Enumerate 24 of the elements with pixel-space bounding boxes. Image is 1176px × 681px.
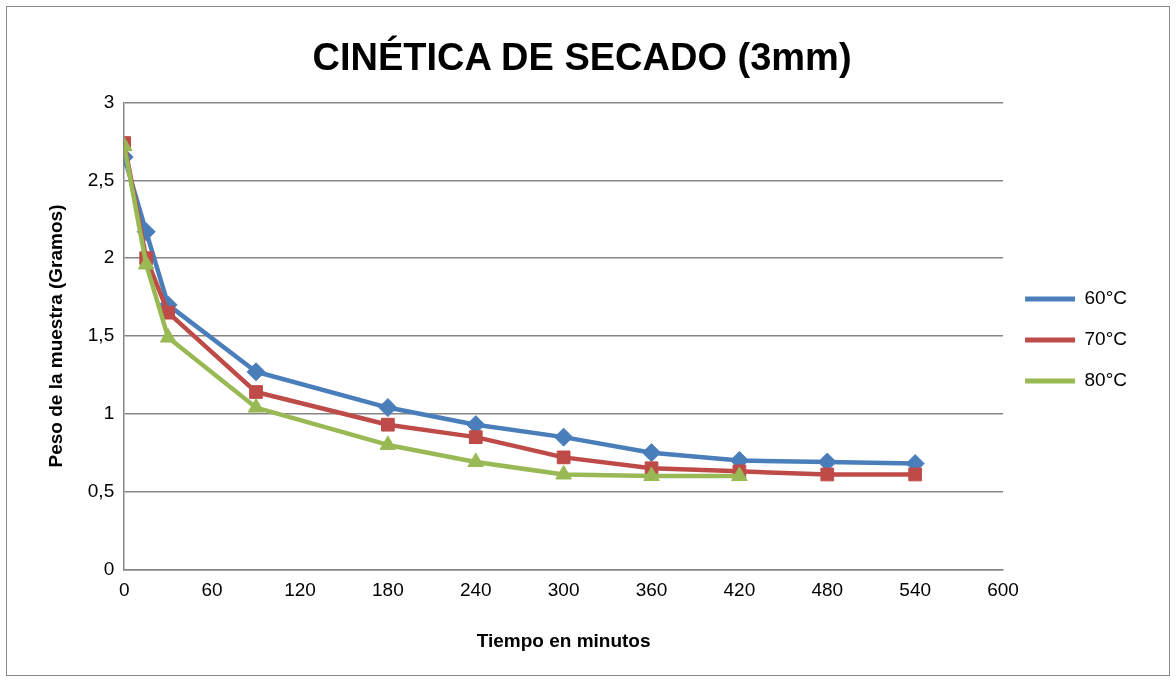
y-tick-label: 2,5	[87, 168, 115, 190]
x-axis-title: Tiempo en minutos	[476, 629, 651, 651]
legend-label: 80°C	[1084, 369, 1127, 391]
x-tick-label: 540	[899, 579, 932, 601]
x-tick-label: 600	[987, 579, 1019, 601]
x-tick-label: 120	[284, 579, 316, 601]
chart-title: CINÉTICA DE SECADO (3mm)	[312, 35, 852, 79]
y-tick-label: 0	[103, 557, 115, 579]
x-tick-label: 360	[635, 579, 668, 601]
y-tick-label: 1,5	[87, 324, 115, 346]
x-tick-label: 0	[118, 579, 130, 601]
y-axis-title: Peso de la muestra (Gramos)	[44, 204, 66, 468]
y-tick-label: 0,5	[87, 479, 115, 501]
x-tick-label: 480	[811, 579, 844, 601]
y-tick-label: 2	[103, 246, 115, 268]
x-tick-label: 300	[547, 579, 580, 601]
x-tick-label: 420	[723, 579, 756, 601]
legend-label: 70°C	[1084, 328, 1127, 350]
y-tick-label: 3	[103, 90, 115, 112]
x-tick-label: 60	[201, 579, 223, 601]
x-tick-label: 240	[459, 579, 492, 601]
y-tick-label: 1	[103, 402, 115, 424]
x-tick-label: 180	[372, 579, 404, 601]
legend-label: 60°C	[1084, 287, 1127, 309]
